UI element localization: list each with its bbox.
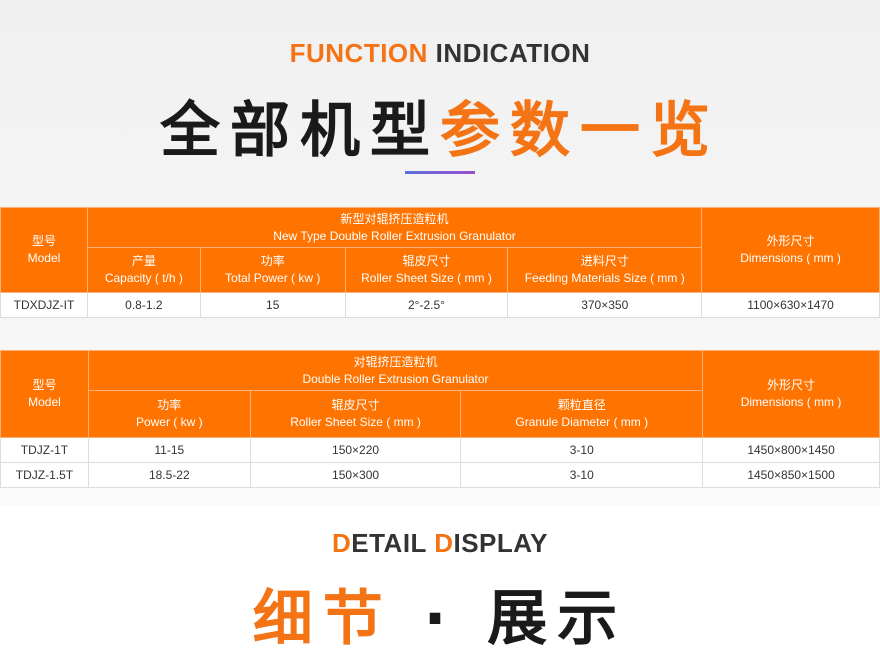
cell: TDXDJZ-IT xyxy=(0,292,88,318)
roller-size-header: 辊皮尺寸 Roller Sheet Size ( mm ) xyxy=(344,247,509,293)
cell: 150×300 xyxy=(249,462,462,488)
detail-display-title: DETAIL DISPLAY xyxy=(331,528,549,558)
cell: 3-10 xyxy=(460,462,704,488)
capacity-header: 产量 Capacity ( t/h ) xyxy=(86,247,201,293)
table-row: TDJZ-1.5T 18.5-22 150×300 3-10 1450×850×… xyxy=(0,462,880,488)
table-new-type-granulator: 型号 Model 新型对辊挤压造粒机 New Type Double Roller … xyxy=(0,207,880,318)
cell: 1450×800×1450 xyxy=(702,437,880,463)
table-row: TDXDJZ-IT 0.8-1.2 15 2°-2.5° 370×350 110… xyxy=(0,292,880,318)
title-divider xyxy=(405,171,475,174)
granule-diameter-header: 颗粒直径 Granule Diameter ( mm ) xyxy=(460,390,704,438)
params-title: 全部机型参数一览 xyxy=(160,96,720,166)
cell: 15 xyxy=(199,292,346,318)
roller-size-header: 辊皮尺寸 Roller Sheet Size ( mm ) xyxy=(249,390,462,438)
detail-cn-title: 细节 · 展示 xyxy=(252,584,628,654)
dimensions-header: 外形尺寸 Dimensions ( mm ) xyxy=(702,350,880,438)
group-header: 新型对辊挤压造粒机 New Type Double Roller Extrusio… xyxy=(86,207,703,248)
table-row: TDJZ-1T 11-15 150×220 3-10 1450×800×1450 xyxy=(0,437,880,463)
cell: 3-10 xyxy=(460,437,704,463)
dimensions-header: 外形尺寸 Dimensions ( mm ) xyxy=(701,207,880,293)
cell: TDJZ-1.5T xyxy=(0,462,89,488)
model-header: 型号 Model xyxy=(0,350,89,438)
function-indication-title: FUNCTION INDICATION xyxy=(289,38,591,68)
power-header: 功率 Power ( kw ) xyxy=(87,390,251,438)
feeding-size-header: 进料尺寸 Feeding Materials Size ( mm ) xyxy=(507,247,703,293)
cell: TDJZ-1T xyxy=(0,437,89,463)
table-granulator: 型号 Model 对辊挤压造粒机 Double Roller Extrusion G… xyxy=(0,350,880,488)
cell: 1450×850×1500 xyxy=(702,462,880,488)
cell: 150×220 xyxy=(249,437,462,463)
cell: 2°-2.5° xyxy=(344,292,509,318)
cell: 0.8-1.2 xyxy=(86,292,201,318)
cell: 18.5-22 xyxy=(87,462,251,488)
model-header: 型号 Model xyxy=(0,207,88,293)
power-header: 功率 Total Power ( kw ) xyxy=(199,247,346,293)
cell: 11-15 xyxy=(87,437,251,463)
cell: 370×350 xyxy=(507,292,703,318)
cell: 1100×630×1470 xyxy=(701,292,880,318)
group-header: 对辊挤压造粒机 Double Roller Extrusion Granulato… xyxy=(87,350,704,391)
